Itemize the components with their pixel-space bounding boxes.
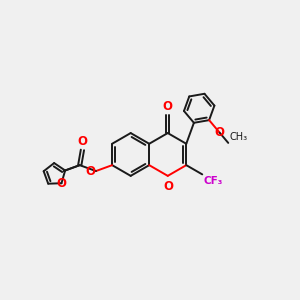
Text: O: O <box>56 177 67 190</box>
Text: O: O <box>163 180 173 193</box>
Text: O: O <box>85 165 95 178</box>
Text: O: O <box>163 100 173 113</box>
Text: O: O <box>77 135 87 148</box>
Text: O: O <box>214 126 225 139</box>
Text: CF₃: CF₃ <box>204 176 223 187</box>
Text: CH₃: CH₃ <box>230 132 247 142</box>
